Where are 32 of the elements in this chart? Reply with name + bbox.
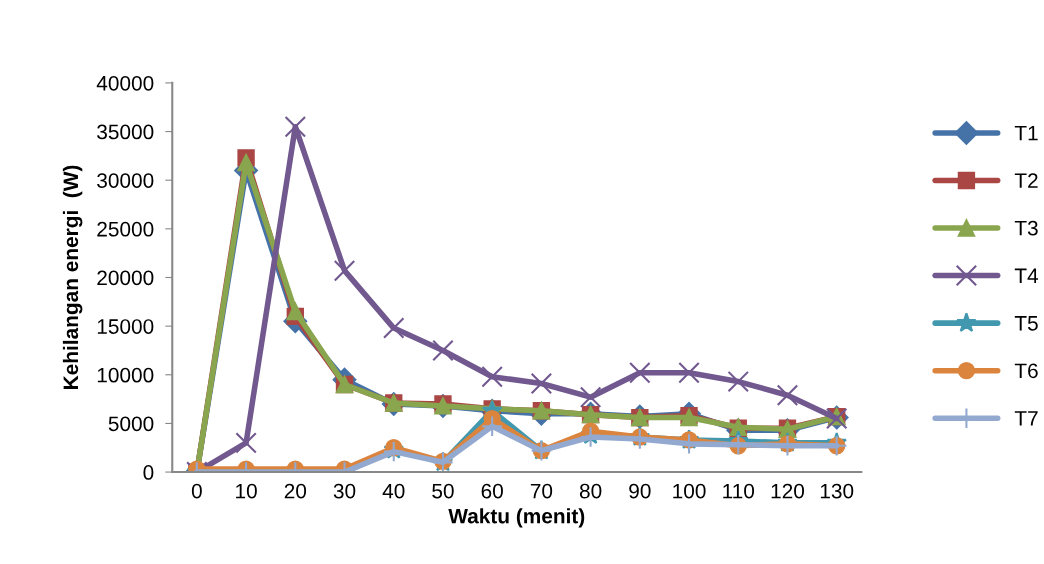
x-tick-label: 40	[382, 483, 405, 499]
y-tick-label: 10000	[97, 367, 154, 383]
y-tick-label: 5000	[108, 416, 154, 432]
x-tick-label: 130	[820, 483, 854, 499]
legend-label: T2	[1014, 173, 1038, 188]
x-tick-label: 80	[579, 483, 602, 499]
x-tick-label: 100	[673, 483, 706, 499]
y-tick-label: 15000	[97, 319, 154, 334]
legend-label: T6	[1014, 363, 1038, 379]
y-tick-label: 20000	[97, 270, 154, 286]
x-tick-label: 20	[284, 483, 307, 499]
x-axis-title: Waktu (menit)	[448, 508, 585, 528]
x-tick-label: 50	[432, 483, 454, 499]
y-tick-label: 30000	[97, 173, 154, 188]
x-tick-label: 90	[629, 483, 651, 499]
legend-label: T4	[1014, 268, 1039, 283]
x-tick-label: 60	[481, 483, 503, 499]
y-tick-label: 0	[143, 465, 154, 480]
legend-label: T5	[1014, 316, 1038, 331]
y-tick-label: 25000	[97, 221, 154, 237]
x-tick-label: 110	[723, 483, 755, 499]
legend-label: T3	[1014, 220, 1038, 236]
x-tick-label: 10	[236, 483, 257, 499]
x-tick-label: 70	[530, 483, 553, 499]
x-tick-label: 0	[191, 483, 202, 499]
y-tick-label: 40000	[96, 75, 154, 91]
y-tick-label: 35000	[97, 124, 154, 140]
legend-label: T7	[1014, 411, 1038, 426]
x-tick-label: 30	[333, 483, 356, 499]
legend-label: T1	[1014, 125, 1038, 141]
x-tick-label: 120	[771, 483, 805, 499]
y-axis-title: Kehilangan energi (W)	[62, 165, 83, 389]
